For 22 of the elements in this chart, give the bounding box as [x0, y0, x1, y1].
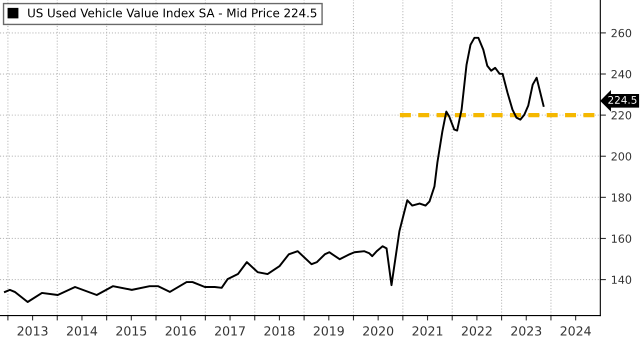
x-tick-label: 2022 — [462, 326, 492, 336]
x-tick-label: 2019 — [314, 326, 344, 336]
x-tick-label: 2021 — [412, 326, 442, 336]
y-tick-label: 140 — [612, 276, 632, 284]
y-tick-label: 160 — [612, 234, 632, 243]
x-tick-label: 2024 — [560, 326, 591, 336]
text: 224.5 — [608, 96, 636, 104]
x-tick-label: 2018 — [264, 326, 294, 336]
legend-label: US Used Vehicle Value Index SA - Mid Price 224.5 — [28, 8, 316, 18]
x-tick-label: 2015 — [116, 326, 146, 336]
y-tick-label: 180 — [612, 193, 632, 202]
line-series — [4, 36, 545, 303]
y-tick-label: 260 — [612, 28, 632, 38]
y-tick-label: 200 — [612, 152, 632, 161]
x-tick-label: 2020 — [363, 326, 394, 336]
x-tick-label: 2013 — [18, 326, 48, 336]
y-tick-label: 220 — [612, 111, 632, 120]
x-tick-label: 2017 — [215, 326, 245, 336]
x-tick-label: 2014 — [66, 326, 98, 336]
y-tick-label: 240 — [612, 70, 632, 78]
x-tick-label: 2023 — [511, 326, 542, 336]
x-tick-label: 2016 — [166, 326, 196, 336]
